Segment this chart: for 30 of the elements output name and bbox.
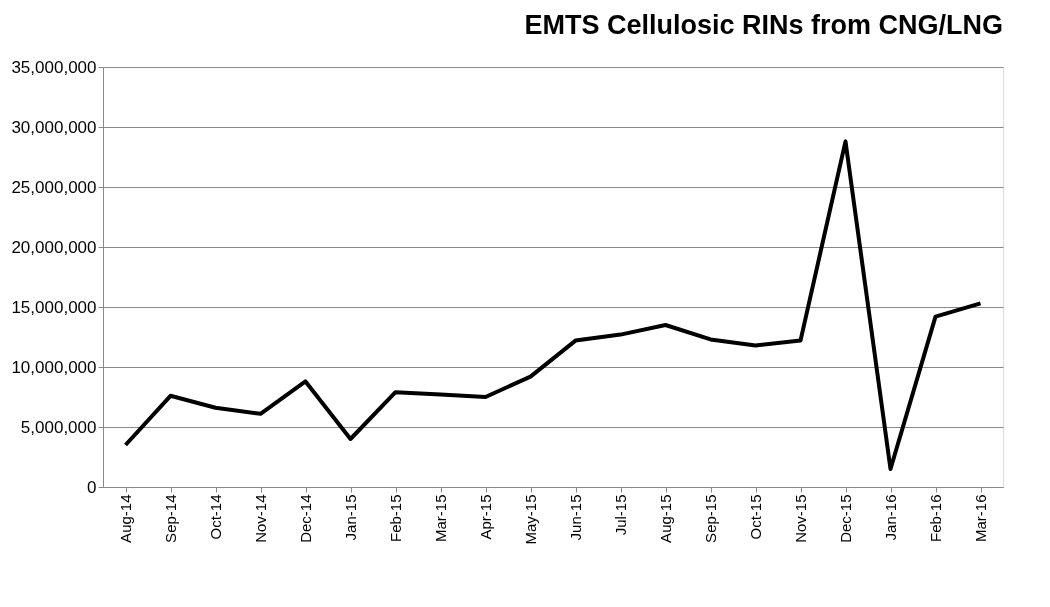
x-tick-label: Dec-15	[837, 494, 854, 543]
x-tick-label: May-15	[522, 494, 539, 545]
y-tick-label: 0	[87, 477, 97, 497]
x-tick-label: Jan-15	[342, 494, 359, 541]
x-tick-label: Aug-15	[657, 494, 674, 543]
x-tick-label: Dec-14	[297, 494, 314, 543]
y-tick-label: 10,000,000	[11, 357, 97, 377]
x-tick-label: Mar-16	[972, 494, 989, 543]
y-tick-label: 25,000,000	[11, 177, 97, 197]
x-tick-label: Sep-14	[162, 494, 179, 543]
line-series	[123, 139, 983, 471]
y-tick-label: 35,000,000	[11, 57, 97, 77]
x-tick-label: Jun-15	[567, 494, 584, 541]
x-tick-label: Apr-15	[477, 494, 494, 540]
x-tick-label: Jan-16	[882, 494, 899, 541]
x-tick-label: Sep-15	[702, 494, 719, 543]
x-tick-label: Jul-15	[612, 494, 629, 536]
chart-title: EMTS Cellulosic RINs from CNG/LNG	[524, 10, 1003, 40]
y-tick-label: 30,000,000	[11, 117, 97, 137]
x-tick-label: Oct-14	[207, 494, 224, 540]
x-tick-label: Feb-15	[387, 494, 404, 543]
y-tick-label: 5,000,000	[20, 417, 97, 437]
y-tick-label: 20,000,000	[11, 237, 97, 257]
x-tick-label: Oct-15	[747, 494, 764, 540]
x-tick-label: Nov-15	[792, 494, 809, 543]
x-tick-label: Feb-16	[927, 494, 944, 543]
x-tick-label: Mar-15	[432, 494, 449, 543]
y-tick-label: 15,000,000	[11, 297, 97, 317]
x-tick-label: Aug-14	[117, 494, 134, 543]
x-tick-label: Nov-14	[252, 494, 269, 543]
